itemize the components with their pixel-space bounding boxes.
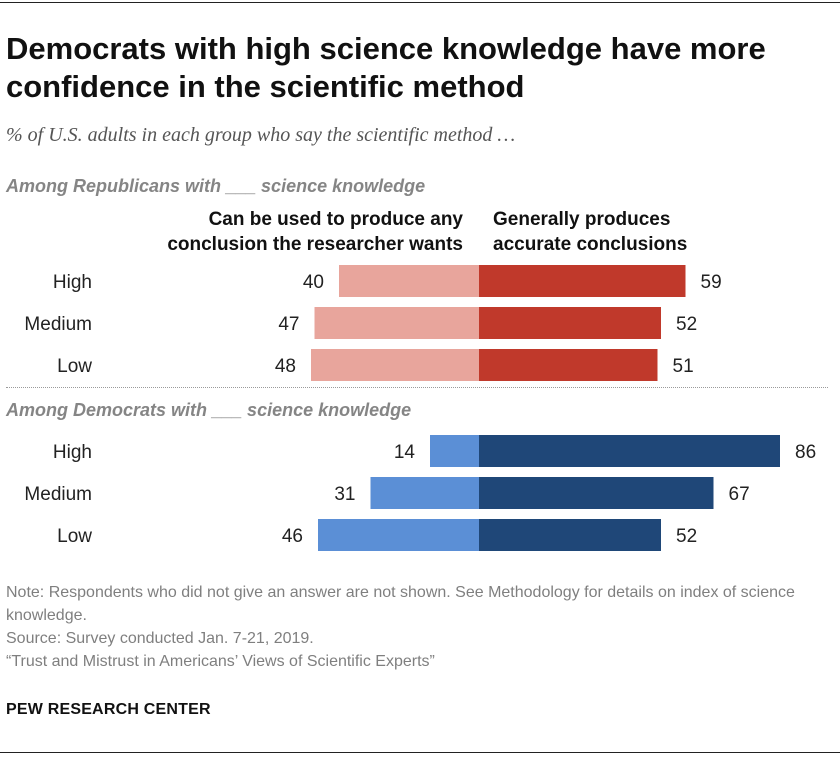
top-rule xyxy=(0,2,840,3)
column-header-accurate-conclusions-line1: Generally produces xyxy=(493,209,671,230)
value-label-any-conclusion-rep-high: 40 xyxy=(303,272,324,293)
value-label-any-conclusion-rep-medium: 47 xyxy=(278,314,299,335)
bar-accurate-conclusions-dem-medium xyxy=(479,477,714,509)
bar-any-conclusion-dem-medium xyxy=(370,477,479,509)
column-header-accurate-conclusions: Generally produces accurate conclusions xyxy=(493,207,687,257)
category-label-rep-high: High xyxy=(53,272,92,293)
bar-accurate-conclusions-rep-high xyxy=(479,265,686,297)
category-label-dem-low: Low xyxy=(57,526,92,547)
chart-title: Democrats with high science knowledge ha… xyxy=(6,31,766,104)
group-header-republicans: Among Republicans with ___ science knowl… xyxy=(6,176,426,196)
column-header-any-conclusion-line1: Can be used to produce any xyxy=(208,209,463,230)
brand-logo-text: PEW RESEARCH CENTER xyxy=(6,701,211,718)
value-label-accurate-conclusions-rep-low: 51 xyxy=(673,356,694,377)
bar-accurate-conclusions-rep-low xyxy=(479,349,658,381)
chart-subtitle: % of U.S. adults in each group who say t… xyxy=(6,124,516,146)
value-label-any-conclusion-dem-low: 46 xyxy=(282,526,303,547)
note-text: Note: Respondents who did not give an an… xyxy=(6,584,795,624)
category-label-rep-medium: Medium xyxy=(24,314,92,335)
bar-any-conclusion-rep-medium xyxy=(314,307,479,339)
bar-any-conclusion-dem-low xyxy=(318,519,479,551)
category-label-rep-low: Low xyxy=(57,356,92,377)
bar-any-conclusion-dem-high xyxy=(430,435,479,467)
group-header-democrats: Among Democrats with ___ science knowled… xyxy=(6,400,412,420)
bar-accurate-conclusions-dem-high xyxy=(479,435,780,467)
bar-any-conclusion-rep-low xyxy=(311,349,479,381)
value-label-accurate-conclusions-rep-high: 59 xyxy=(701,272,722,293)
bottom-rule xyxy=(0,752,840,753)
value-label-any-conclusion-dem-high: 14 xyxy=(394,442,416,463)
value-label-accurate-conclusions-dem-medium: 67 xyxy=(729,484,750,505)
column-header-accurate-conclusions-line2: accurate conclusions xyxy=(493,234,688,255)
value-label-any-conclusion-dem-medium: 31 xyxy=(334,484,355,505)
group-divider xyxy=(6,387,828,388)
bar-accurate-conclusions-dem-low xyxy=(479,519,661,551)
chart-notes: Note: Respondents who did not give an an… xyxy=(6,581,826,673)
source-text: Source: Survey conducted Jan. 7-21, 2019… xyxy=(6,630,314,647)
bar-accurate-conclusions-rep-medium xyxy=(479,307,661,339)
value-label-any-conclusion-rep-low: 48 xyxy=(275,356,296,377)
value-label-accurate-conclusions-dem-low: 52 xyxy=(676,526,697,547)
column-header-any-conclusion: Can be used to produce any conclusion th… xyxy=(167,207,463,257)
category-label-dem-high: High xyxy=(53,442,92,463)
report-title: “Trust and Mistrust in Americans’ Views … xyxy=(6,653,435,670)
value-label-accurate-conclusions-dem-high: 86 xyxy=(795,442,816,463)
diverging-bar-chart: High 40 59 Medium 47 52 Low 48 51 High 14 86 Medium 3… xyxy=(24,265,816,551)
value-label-accurate-conclusions-rep-medium: 52 xyxy=(676,314,697,335)
column-header-any-conclusion-line2: conclusion the researcher wants xyxy=(167,234,463,255)
category-label-dem-medium: Medium xyxy=(24,484,92,505)
bar-any-conclusion-rep-high xyxy=(339,265,479,297)
